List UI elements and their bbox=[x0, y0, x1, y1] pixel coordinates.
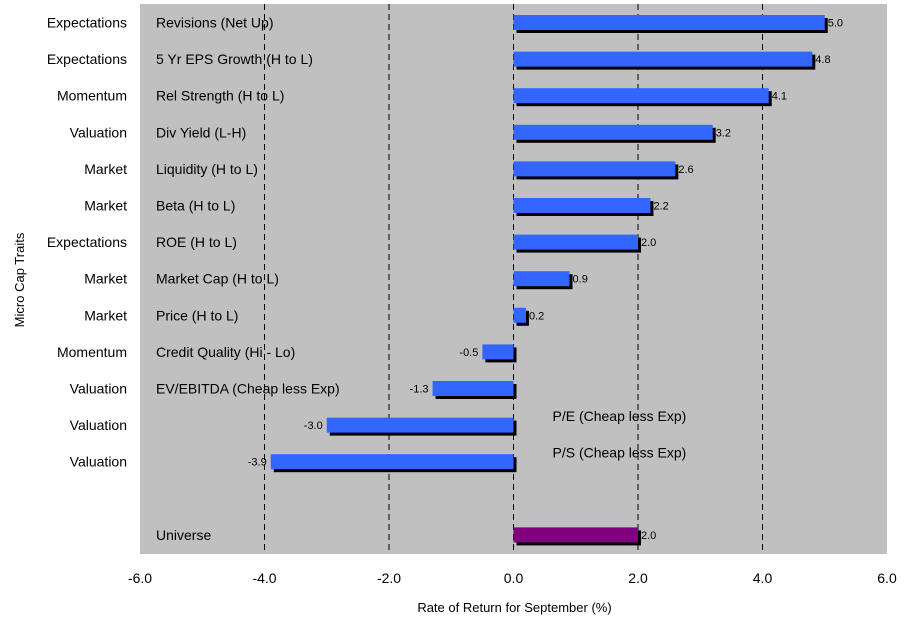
category-label: Div Yield (L-H) bbox=[156, 124, 246, 140]
group-label: Market bbox=[84, 161, 127, 177]
x-tick-label: 6.0 bbox=[877, 570, 897, 586]
x-tick-label: 2.0 bbox=[628, 570, 648, 586]
group-label: Valuation bbox=[70, 454, 127, 470]
data-label: 2.0 bbox=[641, 237, 656, 249]
group-label: Market bbox=[84, 307, 127, 323]
bar bbox=[432, 381, 514, 396]
data-label: 4.1 bbox=[772, 91, 787, 103]
bar bbox=[482, 344, 514, 360]
data-label: 0.9 bbox=[573, 274, 588, 286]
data-label: 2.0 bbox=[641, 530, 656, 542]
data-label: 3.2 bbox=[716, 127, 731, 139]
group-label: Expectations bbox=[47, 51, 127, 67]
category-label: ROE (H to L) bbox=[156, 234, 237, 250]
category-label: 5 Yr EPS Growth (H to L) bbox=[156, 51, 313, 67]
category-label: Credit Quality (Hi - Lo) bbox=[156, 344, 295, 360]
bars bbox=[270, 15, 828, 546]
data-label: -1.3 bbox=[410, 384, 429, 396]
bar bbox=[513, 198, 651, 213]
group-label: Momentum bbox=[57, 88, 127, 104]
x-axis-label: Rate of Return for September (%) bbox=[417, 600, 611, 615]
universe-bar bbox=[513, 527, 638, 543]
data-label: -3.9 bbox=[248, 457, 267, 469]
bar bbox=[326, 417, 514, 433]
group-label: Market bbox=[84, 271, 127, 287]
category-label: Revisions (Net Up) bbox=[156, 15, 273, 31]
bar bbox=[270, 454, 514, 470]
data-label: 4.8 bbox=[815, 54, 830, 66]
bar bbox=[513, 234, 638, 250]
bar bbox=[513, 124, 713, 140]
x-tick-label: 4.0 bbox=[753, 570, 773, 586]
group-label: Market bbox=[84, 198, 127, 214]
data-label: 5.0 bbox=[828, 18, 843, 30]
category-label: Price (H to L) bbox=[156, 307, 238, 323]
bar bbox=[513, 271, 570, 287]
category-label: Liquidity (H to L) bbox=[156, 161, 258, 177]
category-label: Market Cap (H to L) bbox=[156, 271, 279, 287]
x-tick-label: 0.0 bbox=[504, 570, 524, 586]
x-tick-labels: -6.0 -4.0 -2.0 0.0 2.0 4.0 6.0 bbox=[128, 570, 897, 586]
y-axis-label: Micro Cap Traits bbox=[12, 232, 27, 327]
category-label: EV/EBITDA (Cheap less Exp) bbox=[156, 381, 340, 397]
x-tick-label: -4.0 bbox=[252, 570, 276, 586]
bar bbox=[513, 88, 769, 104]
x-tick-label: -6.0 bbox=[128, 570, 152, 586]
bar bbox=[513, 307, 526, 323]
data-label: -3.0 bbox=[304, 420, 323, 432]
data-label: 2.2 bbox=[653, 201, 668, 213]
data-label: 0.2 bbox=[529, 310, 544, 322]
category-label: P/S (Cheap less Exp) bbox=[553, 445, 687, 461]
group-label: Momentum bbox=[57, 344, 127, 360]
group-label: Valuation bbox=[70, 381, 127, 397]
group-label: Valuation bbox=[70, 417, 127, 433]
bar bbox=[513, 51, 813, 67]
category-label: Rel Strength (H to L) bbox=[156, 88, 284, 104]
category-label: P/E (Cheap less Exp) bbox=[553, 408, 687, 424]
data-labels: 5.0 4.8 4.1 3.2 2.6 2.2 2.0 0.9 0.2 -0.5 -1.3 -3.0 -… bbox=[248, 18, 843, 542]
data-label: 2.6 bbox=[678, 164, 693, 176]
group-label: Valuation bbox=[70, 124, 127, 140]
bar bbox=[513, 161, 676, 177]
group-label: Expectations bbox=[47, 15, 127, 31]
category-labels: Revisions (Net Up) 5 Yr EPS Growth (H to … bbox=[156, 15, 686, 543]
data-label: -0.5 bbox=[459, 347, 478, 359]
group-labels: Expectations Expectations Momentum Valuatio… bbox=[47, 15, 127, 470]
group-label: Expectations bbox=[47, 234, 127, 250]
category-label: Universe bbox=[156, 527, 211, 543]
category-label: Beta (H to L) bbox=[156, 198, 235, 214]
x-tick-label: -2.0 bbox=[377, 570, 401, 586]
bar bbox=[513, 15, 825, 30]
